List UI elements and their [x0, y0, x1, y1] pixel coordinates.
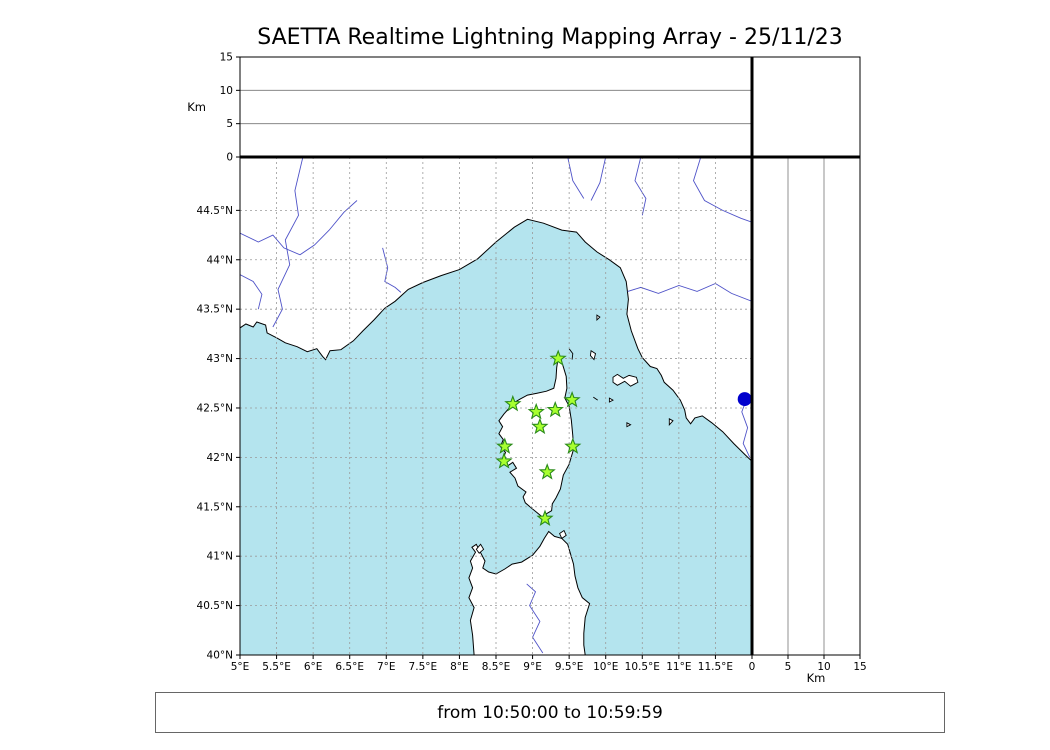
- lon-tick-label: 5°E: [231, 661, 250, 673]
- river: [693, 157, 752, 223]
- corner-box-border: [751, 56, 861, 158]
- lon-tick-label: 8°E: [450, 661, 469, 673]
- islet-mark: [568, 348, 574, 360]
- event-marker: [737, 392, 752, 407]
- river: [590, 157, 607, 201]
- river: [634, 157, 647, 216]
- lon-tick-label: 9°E: [523, 661, 542, 673]
- lon-tick-label: 5.5°E: [262, 661, 291, 673]
- island: [612, 373, 639, 387]
- station-marker: [536, 509, 554, 526]
- altitude-tick-label-left: 5: [226, 118, 233, 130]
- station-marker: [538, 463, 556, 480]
- river: [526, 583, 544, 654]
- island: [596, 314, 601, 322]
- altitude-tick-label-bottom: 5: [785, 661, 792, 673]
- station-marker: [504, 394, 522, 412]
- lon-tick-label: 6.5°E: [335, 661, 364, 673]
- island: [475, 543, 485, 554]
- lat-tick-label: 40.5°N: [197, 600, 233, 612]
- river: [272, 157, 304, 328]
- station-marker: [549, 349, 567, 366]
- altitude-tick-label-left: 15: [220, 52, 233, 64]
- lat-tick-label: 41°N: [207, 551, 233, 563]
- island: [589, 349, 597, 361]
- river: [382, 247, 402, 293]
- river: [627, 282, 752, 302]
- station-marker: [563, 391, 581, 408]
- islet-mark: [593, 396, 598, 401]
- altitude-unit-label-bottom: Km: [807, 671, 826, 685]
- lat-tick-label: 44.5°N: [197, 205, 233, 217]
- lat-tick-label: 43.5°N: [197, 304, 233, 316]
- lat-tick-label: 42.5°N: [197, 402, 233, 414]
- station-marker: [564, 437, 582, 454]
- altitude-tick-label-bottom: 10: [817, 661, 830, 673]
- altitude-tick-label-bottom: 15: [853, 661, 866, 673]
- lon-tick-label: 10.5°E: [625, 661, 660, 673]
- river: [567, 157, 585, 199]
- altitude-tick-label-bottom: 0: [749, 661, 756, 673]
- coastline-mainland: [240, 157, 752, 462]
- time-window-text: from 10:50:00 to 10:59:59: [437, 702, 663, 723]
- lon-tick-label: 7.5°E: [409, 661, 438, 673]
- right-altitude-panel-border: [751, 156, 861, 656]
- altitude-tick-label-left: 10: [220, 85, 233, 97]
- station-marker: [527, 402, 545, 420]
- river: [741, 395, 751, 458]
- lon-tick-label: 9.5°E: [555, 661, 584, 673]
- lat-tick-label: 40°N: [207, 650, 233, 662]
- lon-tick-label: 11°E: [666, 661, 691, 673]
- island: [626, 422, 632, 428]
- time-window-box: from 10:50:00 to 10:59:59: [155, 692, 945, 733]
- coastline-sardinia: [468, 530, 591, 655]
- lon-tick-label: 11.5°E: [698, 661, 733, 673]
- station-marker: [495, 452, 513, 469]
- island: [559, 529, 567, 540]
- top-altitude-panel-border: [239, 56, 753, 158]
- station-marker: [546, 400, 564, 418]
- figure-title: SAETTA Realtime Lightning Mapping Array …: [257, 25, 843, 50]
- lon-tick-label: 7°E: [377, 661, 396, 673]
- river: [240, 274, 263, 310]
- lon-tick-label: 8.5°E: [482, 661, 511, 673]
- lon-tick-label: 6°E: [304, 661, 323, 673]
- altitude-tick-label-left: 0: [226, 152, 233, 164]
- altitude-unit-label-left: Km: [187, 100, 206, 114]
- lat-tick-label: 41.5°N: [197, 501, 233, 513]
- map-panel: [240, 157, 752, 655]
- lon-tick-label: 10°E: [593, 661, 618, 673]
- island: [668, 418, 674, 426]
- station-marker: [496, 437, 514, 454]
- lat-tick-label: 43°N: [207, 353, 233, 365]
- island: [608, 397, 614, 403]
- lat-tick-label: 42°N: [207, 452, 233, 464]
- station-marker: [531, 417, 549, 435]
- lat-tick-label: 44°N: [207, 254, 233, 266]
- river: [240, 200, 358, 256]
